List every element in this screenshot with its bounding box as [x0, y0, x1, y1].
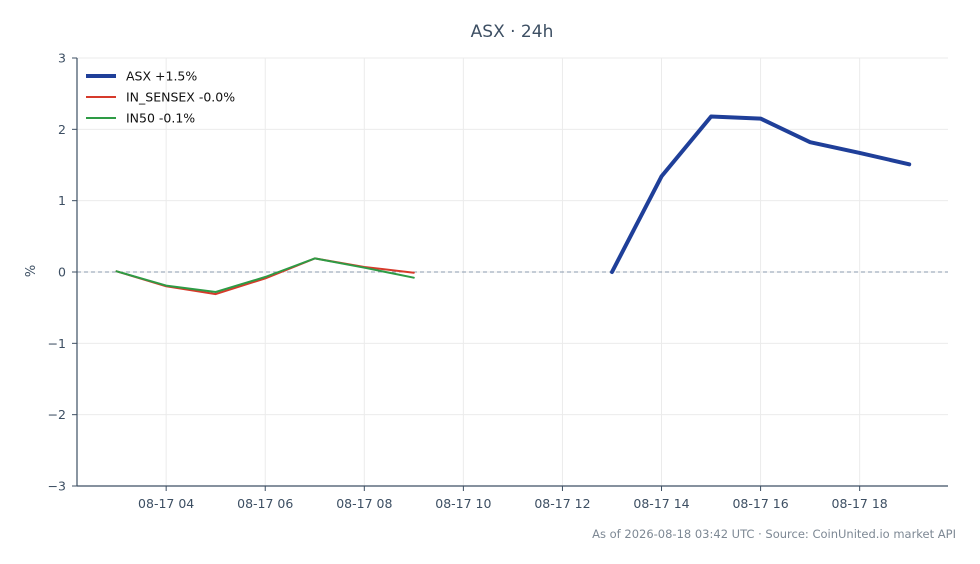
y-tick-label-2: 1 — [58, 193, 66, 208]
y-tick-labels: 3 2 1 0 −1 −2 −3 — [48, 51, 66, 494]
x-tick-label-5: 08-17 14 — [633, 496, 689, 511]
chart-title: ASX · 24h — [471, 22, 554, 42]
y-tick-label-3: 0 — [58, 265, 66, 280]
legend-label-1: IN_SENSEX -0.0% — [126, 90, 235, 105]
series-lines — [115, 114, 912, 296]
x-tick-label-6: 08-17 16 — [732, 496, 788, 511]
y-tick-label-4: −1 — [48, 336, 66, 351]
series-line-2 — [115, 257, 415, 293]
legend-label-0: ASX +1.5% — [126, 69, 197, 84]
x-tick-label-2: 08-17 08 — [336, 496, 392, 511]
x-tick-labels: 08-17 04 08-17 06 08-17 08 08-17 10 08-17 12… — [138, 496, 888, 511]
y-tick-label-0: 3 — [58, 51, 66, 66]
footer-source: As of 2026-08-18 03:42 UTC · Source: Coi… — [592, 527, 956, 541]
legend-label-2: IN50 -0.1% — [126, 111, 195, 126]
y-tick-label-5: −2 — [48, 407, 66, 422]
legend: ASX +1.5% IN_SENSEX -0.0% IN50 -0.1% — [86, 69, 235, 126]
x-tick-label-0: 08-17 04 — [138, 496, 194, 511]
axes — [72, 57, 948, 491]
x-tick-label-7: 08-17 18 — [832, 496, 888, 511]
y-axis-label: % — [24, 265, 39, 277]
x-tick-label-4: 08-17 12 — [534, 496, 590, 511]
series-line-0 — [610, 114, 912, 274]
x-tick-label-1: 08-17 06 — [237, 496, 293, 511]
x-tick-label-3: 08-17 10 — [435, 496, 491, 511]
y-tick-label-6: −3 — [48, 479, 66, 494]
y-tick-label-1: 2 — [58, 122, 66, 137]
